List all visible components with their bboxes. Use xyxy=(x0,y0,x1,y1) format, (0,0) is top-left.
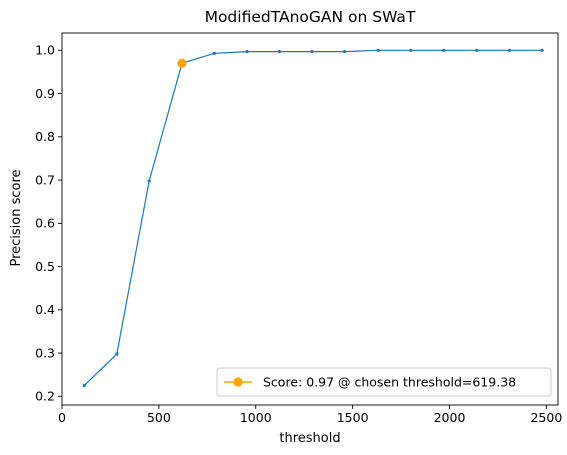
plot-content xyxy=(82,48,544,388)
chart-title: ModifiedTAnoGAN on SWaT xyxy=(205,8,416,26)
data-point xyxy=(245,50,249,54)
data-point xyxy=(115,352,119,356)
data-point xyxy=(310,50,314,54)
data-point xyxy=(409,48,413,52)
legend: Score: 0.97 @ chosen threshold=619.38 xyxy=(216,367,552,397)
x-tick-label: 2000 xyxy=(434,410,466,425)
data-point xyxy=(376,48,380,52)
y-tick-label: 0.7 xyxy=(35,172,55,187)
axes: 0 500 1000 1500 2000 2500 0.2 0.3 0.4 0.5 0.6 0.7 0.… xyxy=(35,32,562,425)
data-point xyxy=(507,48,512,52)
x-tick-label: 0 xyxy=(58,410,66,425)
x-tick-label: 2500 xyxy=(530,410,562,425)
chosen-threshold-point xyxy=(177,58,187,68)
x-tick-label: 1000 xyxy=(240,410,272,425)
y-tick-label: 1.0 xyxy=(35,43,55,58)
legend-box xyxy=(216,367,552,397)
legend-swatch-marker xyxy=(233,377,243,387)
y-tick-label: 0.9 xyxy=(35,86,55,101)
y-tick-label: 0.5 xyxy=(35,259,55,274)
y-tick-label: 0.3 xyxy=(35,345,55,360)
y-tick-label: 0.6 xyxy=(35,216,55,231)
y-tick-label: 0.8 xyxy=(35,129,55,144)
x-tick-label: 1500 xyxy=(337,410,369,425)
data-point xyxy=(442,48,446,52)
data-point xyxy=(343,50,347,54)
data-point xyxy=(475,48,479,52)
data-point xyxy=(277,50,281,54)
data-point xyxy=(540,48,544,52)
y-axis-label: Precision score xyxy=(9,169,24,266)
y-tick-label: 0.4 xyxy=(35,302,55,317)
x-tick-label: 500 xyxy=(147,410,171,425)
x-axis-label: threshold xyxy=(279,431,340,446)
y-tick-label: 0.2 xyxy=(35,389,55,404)
legend-entry-label: Score: 0.97 @ chosen threshold=619.38 xyxy=(263,375,516,390)
data-point xyxy=(82,383,86,388)
data-point xyxy=(212,51,216,55)
axes-frame xyxy=(61,32,559,406)
data-point xyxy=(147,179,151,183)
